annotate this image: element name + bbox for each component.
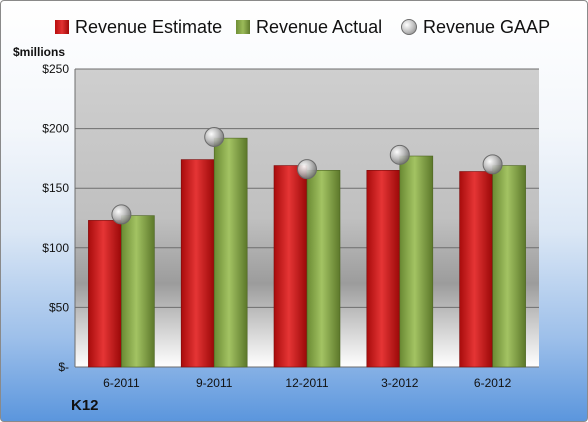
y-tick-label: $250 (42, 62, 69, 76)
y-tick-label: $50 (49, 300, 69, 314)
x-tick-label: 3-2012 (381, 376, 419, 390)
bar-revenue-estimate (88, 220, 122, 368)
y-tick-label: $200 (42, 122, 69, 136)
bar-revenue-estimate (273, 165, 308, 368)
bar-revenue-actual (492, 165, 526, 368)
x-tick-label: 6-2012 (474, 376, 512, 390)
x-tick-label: 12-2011 (285, 376, 328, 390)
legend-actual-swatch (236, 20, 250, 34)
point-revenue-gaap (204, 126, 225, 147)
x-tick-label: 6-2011 (103, 376, 140, 390)
y-tick-label: $150 (42, 181, 69, 195)
bar-revenue-actual (121, 215, 155, 368)
bar-revenue-estimate (459, 171, 493, 368)
bar-revenue-actual (399, 155, 434, 368)
legend-estimate-label: Revenue Estimate (75, 16, 223, 37)
legend-gaap-swatch (401, 19, 417, 35)
legend-gaap: Revenue GAAP (401, 15, 550, 39)
legend-actual-label: Revenue Actual (256, 16, 383, 37)
bar-revenue-estimate (366, 170, 401, 368)
legend-gaap-label: Revenue GAAP (423, 16, 551, 37)
point-revenue-gaap (389, 144, 410, 165)
legend-actual: Revenue Actual (236, 15, 382, 39)
bar-revenue-estimate (180, 159, 215, 368)
y-axis-unit-label: $millions (13, 45, 66, 59)
legend-estimate: Revenue Estimate (55, 15, 222, 39)
bar-revenue-actual (306, 170, 341, 368)
y-tick-label: $- (58, 360, 69, 374)
y-tick-label: $100 (42, 241, 69, 255)
legend-estimate-swatch (55, 20, 69, 34)
point-revenue-gaap (111, 204, 132, 225)
company-label: K12 (71, 397, 99, 414)
point-revenue-gaap (482, 154, 503, 175)
bar-revenue-actual (213, 137, 248, 368)
x-tick-label: 9-2011 (196, 376, 233, 390)
point-revenue-gaap (297, 159, 317, 180)
